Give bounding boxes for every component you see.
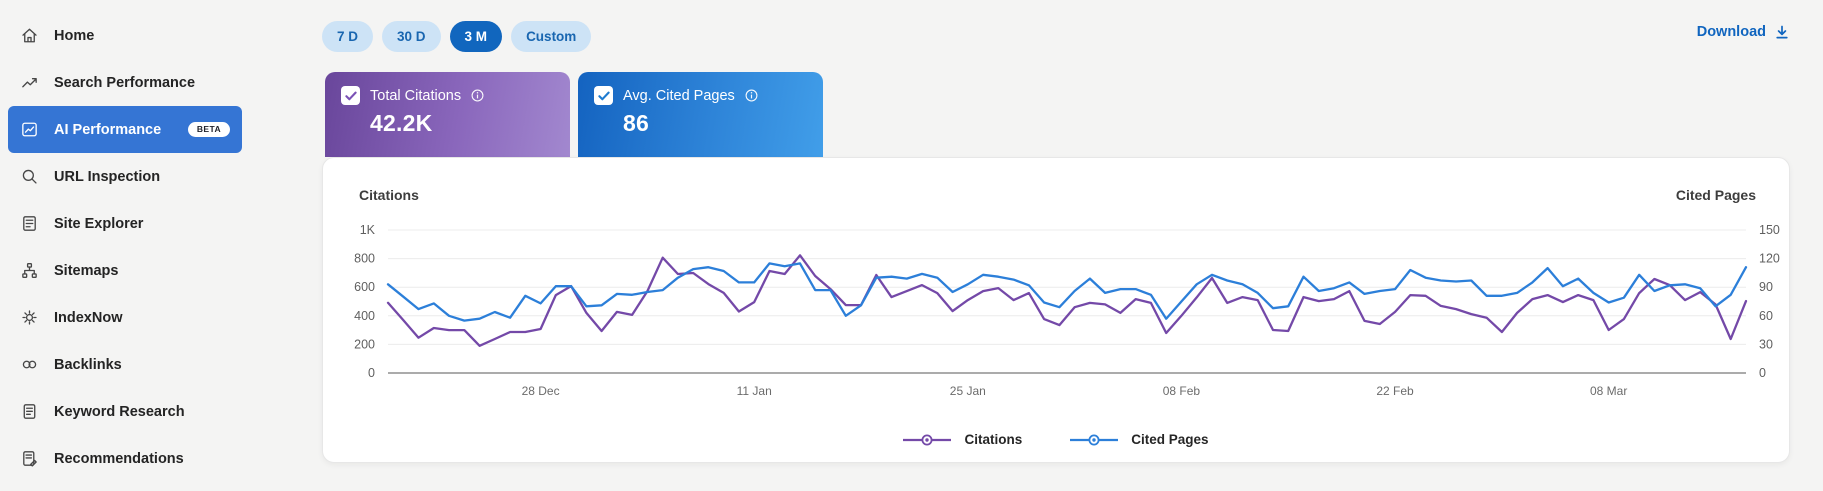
sidebar-item-label: Recommendations	[54, 450, 184, 467]
sidebar-item-recommendations[interactable]: Recommendations	[8, 435, 242, 482]
svg-text:11 Jan: 11 Jan	[737, 384, 772, 398]
magnifier-icon	[20, 167, 39, 186]
sidebar-item-home[interactable]: Home	[8, 12, 242, 59]
document-edit-icon	[20, 449, 39, 468]
svg-text:60: 60	[1759, 309, 1773, 323]
legend-item-citations[interactable]: Citations	[903, 432, 1022, 447]
svg-text:0: 0	[1759, 366, 1766, 380]
left-axis-title: Citations	[359, 187, 419, 203]
sidebar-item-backlinks[interactable]: Backlinks	[8, 341, 242, 388]
trend-up-icon	[20, 73, 39, 92]
legend-item-cited-pages[interactable]: Cited Pages	[1070, 432, 1209, 447]
sidebar-item-url-inspection[interactable]: URL Inspection	[8, 153, 242, 200]
metric-title: Total Citations	[370, 87, 462, 104]
svg-text:30: 30	[1759, 337, 1773, 351]
sidebar-item-ai-performance[interactable]: AI Performance BETA	[8, 106, 242, 153]
svg-text:800: 800	[354, 252, 375, 266]
site-list-icon	[20, 214, 39, 233]
info-icon[interactable]	[471, 89, 484, 102]
citations-chart: 0 200 400 600 800 1K 0 30 60 90 120 150 28 Dec 11 Jan…	[354, 223, 1780, 398]
sidebar-item-search-performance[interactable]: Search Performance	[8, 59, 242, 106]
sidebar-item-label: Sitemaps	[54, 262, 119, 279]
metric-card-avg-cited-pages[interactable]: Avg. Cited Pages 86	[578, 72, 823, 157]
svg-text:120: 120	[1759, 252, 1780, 266]
range-pill-30-d[interactable]: 30 D	[382, 21, 441, 52]
beta-badge: BETA	[187, 122, 230, 137]
sidebar-item-label: IndexNow	[54, 309, 123, 326]
svg-text:200: 200	[354, 337, 375, 351]
sidebar-item-label: Site Explorer	[54, 215, 144, 232]
sidebar-item-indexnow[interactable]: IndexNow	[8, 294, 242, 341]
svg-text:600: 600	[354, 280, 375, 294]
sidebar-item-label: Search Performance	[54, 74, 196, 91]
chart-frame-icon	[20, 120, 39, 139]
home-icon	[20, 26, 39, 45]
sidebar-item-sitemaps[interactable]: Sitemaps	[8, 247, 242, 294]
sidebar-item-label: URL Inspection	[54, 168, 161, 185]
metric-checkbox[interactable]	[594, 86, 613, 105]
svg-text:150: 150	[1759, 223, 1780, 237]
legend-marker-icon	[903, 433, 952, 447]
links-icon	[20, 355, 39, 374]
metric-checkbox[interactable]	[341, 86, 360, 105]
metric-value: 42.2K	[370, 110, 433, 136]
svg-text:08 Feb: 08 Feb	[1163, 384, 1201, 398]
svg-text:1K: 1K	[360, 223, 376, 237]
svg-text:25 Jan: 25 Jan	[950, 384, 986, 398]
sidebar-item-site-explorer[interactable]: Site Explorer	[8, 200, 242, 247]
metric-value: 86	[623, 110, 649, 136]
right-axis-title: Cited Pages	[1675, 187, 1756, 203]
sidebar-item-label: Home	[54, 27, 95, 44]
svg-text:0: 0	[368, 366, 375, 380]
download-icon	[1774, 24, 1790, 40]
sidebar-item-label: Keyword Research	[54, 403, 185, 420]
svg-text:22 Feb: 22 Feb	[1376, 384, 1414, 398]
sidebar: Home Search Performance AI Performance B…	[0, 12, 252, 482]
svg-text:90: 90	[1759, 280, 1773, 294]
range-pill-3-m[interactable]: 3 M	[449, 21, 503, 52]
sidebar-item-keyword-research[interactable]: Keyword Research	[8, 388, 242, 435]
sidebar-item-label: AI Performance	[54, 121, 162, 138]
chart-legend: Citations Cited Pages	[323, 432, 1789, 447]
legend-marker-icon	[1070, 433, 1119, 447]
svg-text:400: 400	[354, 309, 375, 323]
chart-panel: Citations Cited Pages 0 200 400 600 800 1K 0 30…	[322, 157, 1790, 463]
info-icon[interactable]	[745, 89, 758, 102]
range-pill-7-d[interactable]: 7 D	[322, 21, 374, 52]
gear-icon	[20, 308, 39, 327]
legend-label: Cited Pages	[1131, 432, 1209, 447]
svg-text:08 Mar: 08 Mar	[1590, 384, 1627, 398]
sitemap-tree-icon	[20, 261, 39, 280]
document-icon	[20, 402, 39, 421]
svg-text:28 Dec: 28 Dec	[522, 384, 560, 398]
range-pill-custom[interactable]: Custom	[511, 21, 592, 52]
metric-card-total-citations[interactable]: Total Citations 42.2K	[325, 72, 570, 157]
download-label: Download	[1696, 24, 1766, 40]
legend-label: Citations	[964, 432, 1023, 447]
date-range-filter: 7 D 30 D 3 M Custom	[322, 21, 592, 52]
sidebar-item-label: Backlinks	[54, 356, 122, 373]
metric-title: Avg. Cited Pages	[623, 87, 735, 104]
download-button[interactable]: Download	[1697, 24, 1790, 40]
